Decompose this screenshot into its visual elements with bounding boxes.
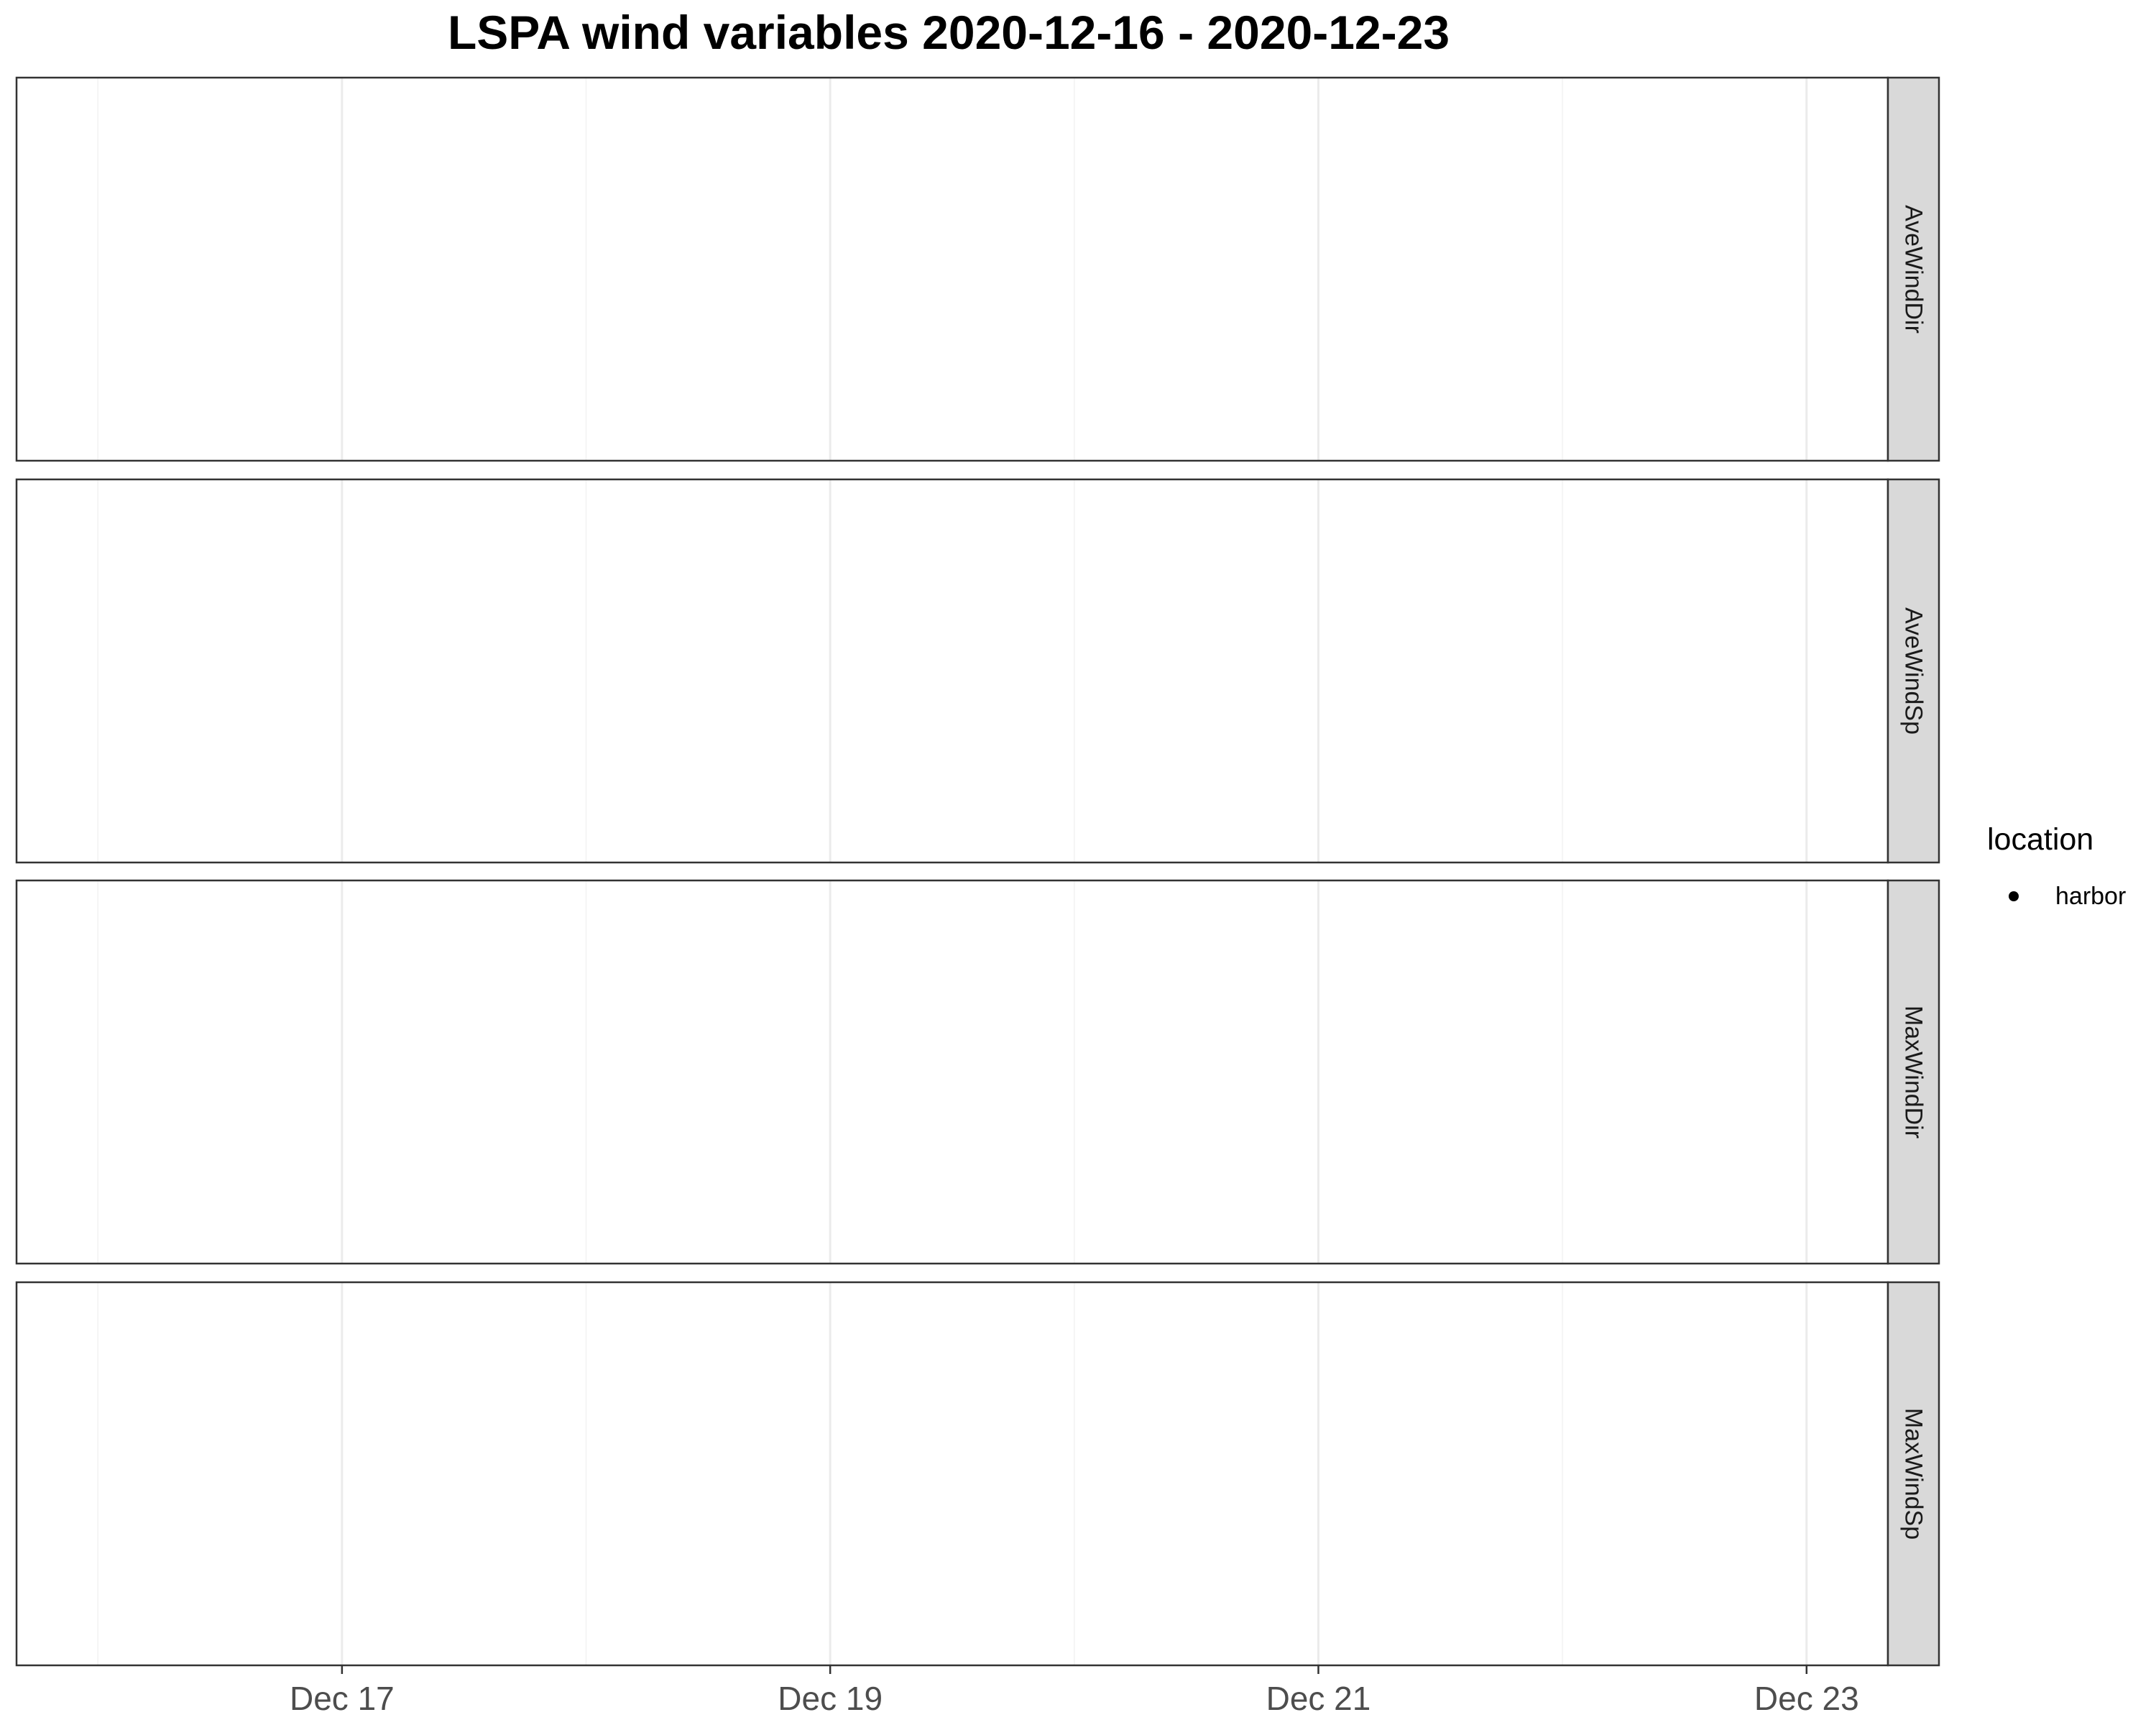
facet-panel-avewinddir: AveWindDir [15, 76, 1940, 462]
panel-background [17, 78, 1888, 461]
facet-panels: AveWindDir AveWindSp MaxWindDir MaxWindSp [15, 76, 1940, 1667]
legend-key-harbor [2009, 891, 2019, 901]
x-tick-label: Dec 21 [1266, 1680, 1371, 1717]
panel-background [17, 479, 1888, 862]
legend: location harbor [1987, 822, 2126, 910]
x-tick-label: Dec 19 [778, 1680, 883, 1717]
legend-title: location [1987, 822, 2093, 857]
facet-panel-avewindsp: AveWindSp [15, 478, 1940, 864]
facet-strip [1886, 478, 1940, 864]
x-axis: Dec 17 Dec 19 Dec 21 Dec 23 [290, 1665, 1859, 1717]
x-tick-label: Dec 17 [290, 1680, 395, 1717]
panel-background [17, 1282, 1888, 1665]
facet-panel-maxwindsp: MaxWindSp [15, 1281, 1940, 1667]
facet-label-avewindsp: AveWindSp [1900, 607, 1927, 735]
facet-panel-maxwinddir: MaxWindDir [15, 879, 1940, 1265]
panel-background [17, 880, 1888, 1264]
facet-strip [1886, 76, 1940, 462]
facet-label-avewinddir: AveWindDir [1900, 205, 1927, 334]
facet-strip [1886, 1281, 1940, 1667]
x-tick-label: Dec 23 [1754, 1680, 1859, 1717]
facet-strip [1886, 879, 1940, 1265]
facet-label-maxwinddir: MaxWindDir [1900, 1006, 1927, 1138]
facet-label-maxwindsp: MaxWindSp [1900, 1408, 1927, 1540]
legend-label-harbor: harbor [2055, 883, 2126, 910]
chart-title: LSPA wind variables 2020-12-16 - 2020-12… [448, 6, 1450, 59]
